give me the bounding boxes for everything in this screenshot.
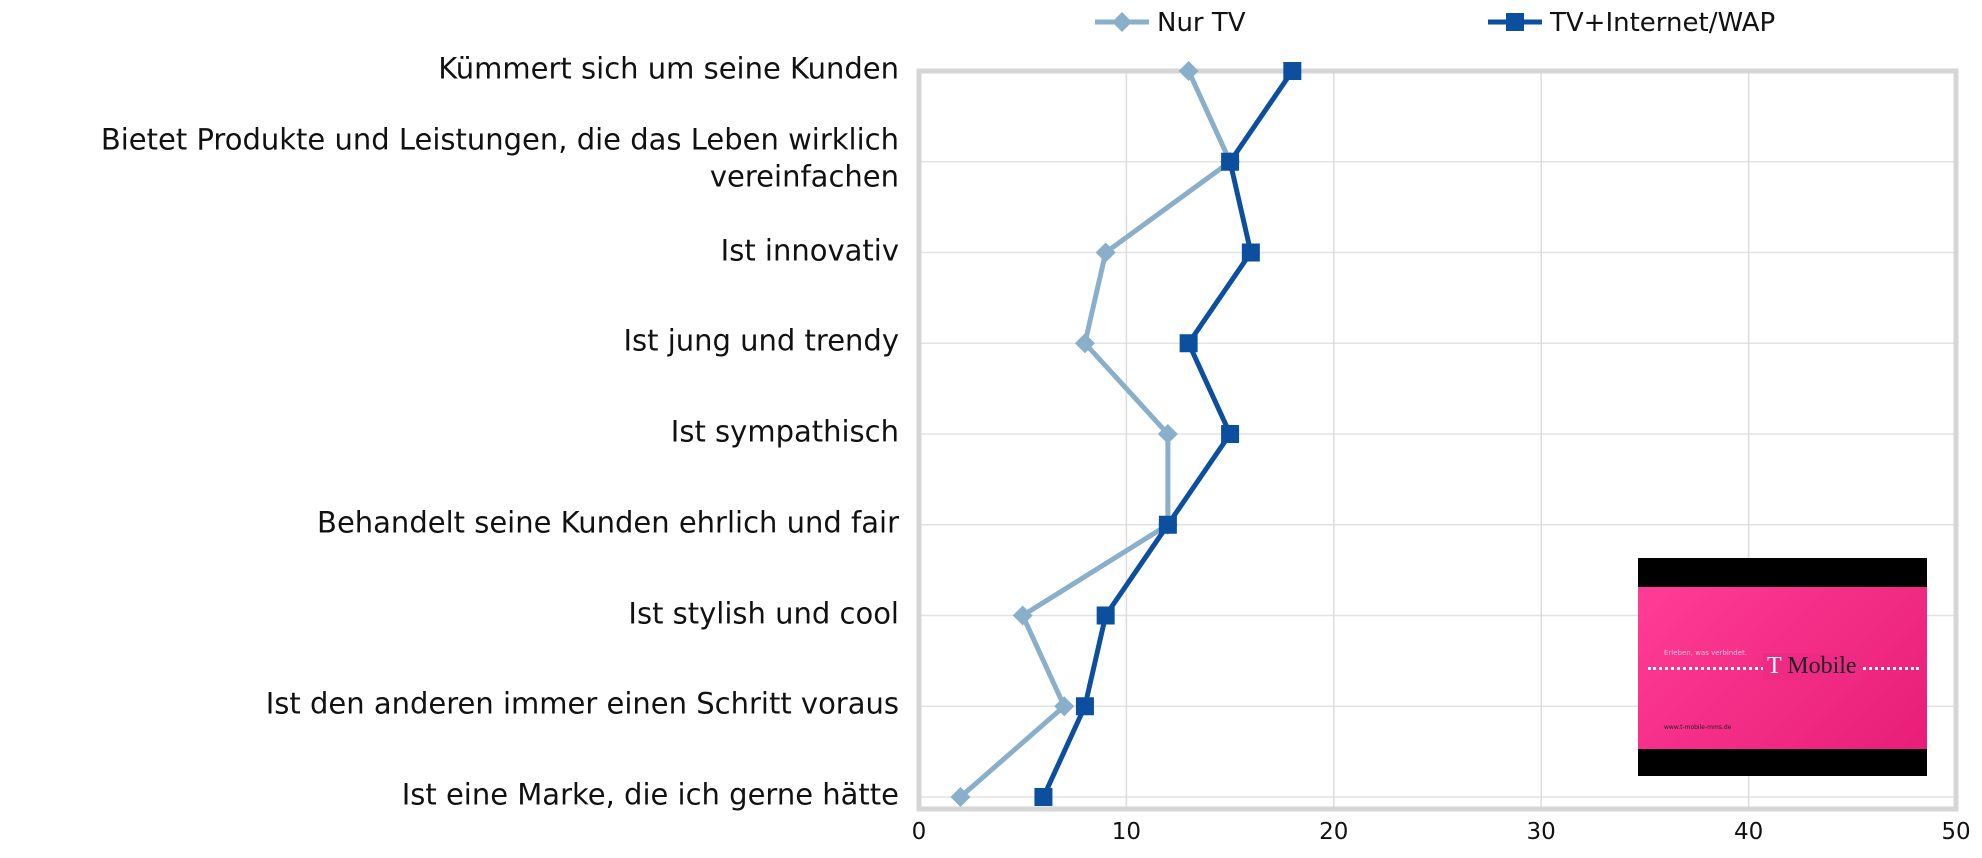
data-point — [1159, 516, 1177, 534]
x-tick-label: 20 — [1319, 819, 1348, 845]
inset-tagline: Erleben, was verbindet. — [1664, 649, 1747, 657]
x-tick-label: 0 — [912, 819, 927, 845]
x-tick-label: 10 — [1112, 819, 1141, 845]
legend-marker — [1112, 12, 1132, 32]
x-tick-label: 50 — [1941, 819, 1970, 845]
inset-logo: T Mobile — [1763, 653, 1861, 680]
logo-t: T — [1767, 653, 1781, 679]
page: 0 10 20 30 40 50 Nur TV TV+Internet/WAP Erleben… — [0, 0, 1982, 858]
inset-panel: Erleben, was verbindet. T Mobile www.t-m… — [1638, 587, 1927, 749]
data-point — [1097, 607, 1115, 625]
data-point — [1180, 334, 1198, 352]
inset-url: www.t-mobile-mms.de — [1664, 724, 1731, 731]
category-label: Behandelt seine Kunden ehrlich und fair — [0, 504, 899, 541]
data-point — [1034, 788, 1052, 806]
data-point — [1179, 61, 1199, 81]
category-label: Ist jung und trendy — [0, 323, 899, 360]
x-tick-label: 40 — [1734, 819, 1763, 845]
data-point — [1076, 697, 1094, 715]
data-point — [1242, 244, 1260, 262]
category-label: Ist stylish und cool — [0, 595, 899, 632]
logo-text: Mobile — [1787, 653, 1856, 679]
category-label: Ist innovativ — [0, 232, 899, 269]
legend-marker — [1506, 13, 1524, 31]
category-label: Ist den anderen immer einen Schritt vora… — [0, 686, 899, 723]
category-label: Bietet Produkte und Leistungen, die das … — [0, 121, 899, 195]
legend-label: TV+Internet/WAP — [1549, 8, 1775, 38]
category-label: Kümmert sich um seine Kunden — [0, 51, 899, 88]
inset-ad: Erleben, was verbindet. T Mobile www.t-m… — [1638, 558, 1927, 776]
x-tick-label: 30 — [1527, 819, 1556, 845]
category-label: Ist eine Marke, die ich gerne hätte — [0, 777, 899, 814]
data-point — [1221, 425, 1239, 443]
data-point — [1221, 153, 1239, 171]
data-point — [1283, 62, 1301, 80]
legend-label: Nur TV — [1157, 8, 1246, 38]
category-label: Ist sympathisch — [0, 414, 899, 451]
